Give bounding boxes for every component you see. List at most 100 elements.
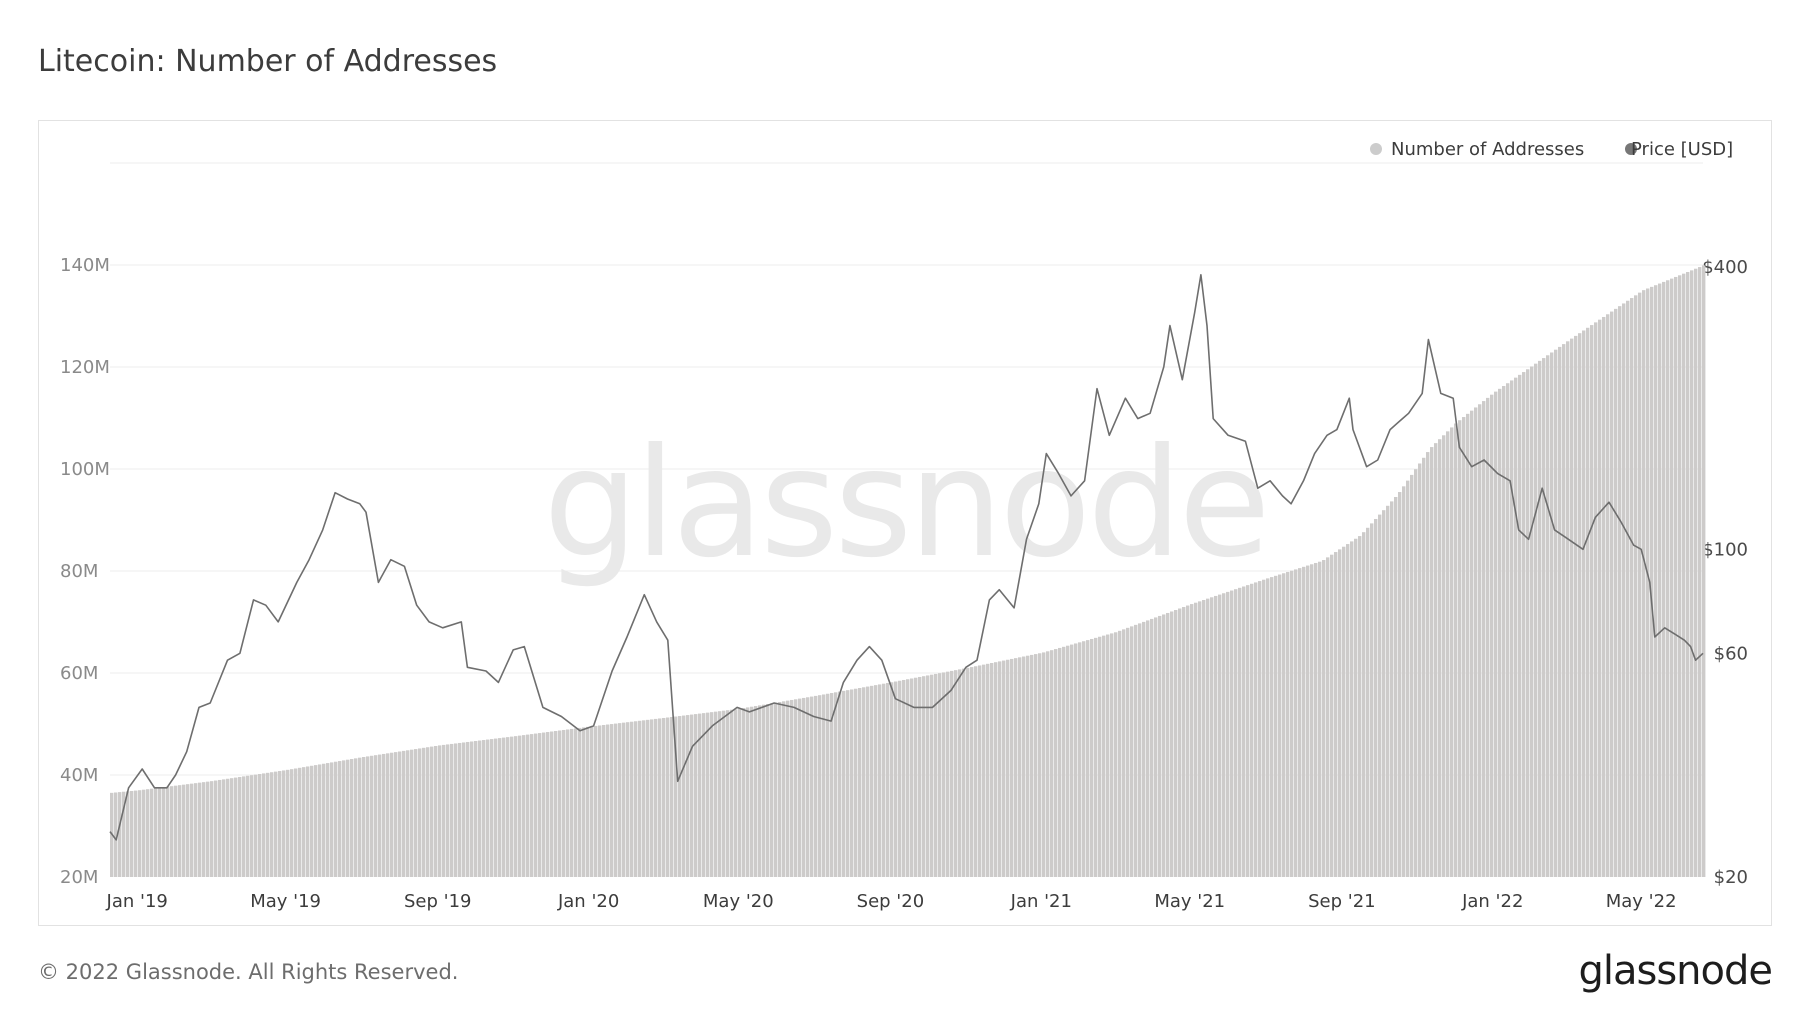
address-bar	[1374, 518, 1378, 877]
address-bar	[746, 707, 750, 877]
address-bar	[1326, 557, 1330, 877]
address-bar	[150, 788, 154, 877]
address-bar	[1122, 629, 1126, 877]
address-bar	[1318, 561, 1322, 877]
y-right-tick-label: $60	[1714, 643, 1748, 664]
address-bar	[1634, 295, 1638, 877]
address-bar	[354, 758, 358, 877]
address-bar	[1390, 501, 1394, 877]
address-bar	[1342, 546, 1346, 877]
legend-label-addresses: Number of Addresses	[1391, 139, 1584, 160]
address-bar	[530, 734, 534, 877]
x-tick-label: May '21	[1154, 891, 1225, 912]
watermark: glassnode	[543, 417, 1266, 591]
address-bar	[1230, 590, 1234, 877]
address-bar	[294, 768, 298, 877]
address-bar	[522, 735, 526, 877]
address-bar	[686, 715, 690, 877]
address-bar	[1278, 574, 1282, 877]
address-bar	[1294, 569, 1298, 877]
address-bar	[866, 686, 870, 877]
address-bar	[586, 726, 590, 877]
address-bar	[1246, 585, 1250, 877]
copyright-text: © 2022 Glassnode. All Rights Reserved.	[38, 960, 459, 984]
address-bar	[926, 675, 930, 877]
address-bar	[1382, 510, 1386, 877]
address-bar	[1090, 638, 1094, 877]
address-bar	[630, 721, 634, 877]
address-bar	[1502, 386, 1506, 877]
address-bar	[470, 741, 474, 877]
address-bar	[430, 746, 434, 877]
address-bar	[1534, 363, 1538, 877]
address-bar	[970, 667, 974, 877]
address-bar	[238, 776, 242, 877]
address-bar	[1066, 645, 1070, 877]
address-bar	[1586, 327, 1590, 877]
address-bar	[374, 755, 378, 877]
address-bar	[1474, 407, 1478, 877]
address-bar	[802, 697, 806, 877]
y-left-tick-label: 40M	[60, 765, 98, 786]
address-bar	[666, 717, 670, 877]
address-bar	[750, 706, 754, 877]
address-bar	[1154, 617, 1158, 877]
address-bar	[554, 730, 558, 877]
address-bar	[1150, 618, 1154, 877]
address-bar	[1454, 423, 1458, 877]
address-bar	[490, 739, 494, 877]
address-bar	[1206, 598, 1210, 877]
x-tick-label: May '22	[1606, 891, 1677, 912]
address-bar	[1334, 552, 1338, 877]
address-bar	[534, 733, 538, 877]
address-bar	[278, 771, 282, 877]
address-bar	[1054, 649, 1058, 877]
address-bar	[774, 702, 778, 877]
address-bar	[1258, 581, 1262, 877]
address-bar	[414, 749, 418, 877]
address-bar	[826, 693, 830, 877]
address-bar	[386, 753, 390, 877]
address-bar	[1702, 265, 1706, 877]
address-bar	[1166, 612, 1170, 877]
address-bar	[398, 751, 402, 877]
address-bar	[1358, 536, 1362, 877]
address-bar	[1146, 620, 1150, 877]
address-bar	[250, 775, 254, 877]
address-bar	[174, 785, 178, 877]
address-bar	[598, 725, 602, 877]
address-bar	[1178, 608, 1182, 877]
address-bar	[158, 787, 162, 877]
address-bar	[310, 765, 314, 877]
address-bar	[162, 787, 166, 877]
address-bar	[118, 792, 122, 877]
address-bar	[938, 673, 942, 877]
address-bar	[362, 757, 366, 877]
address-bar	[1594, 322, 1598, 878]
address-bar	[930, 674, 934, 877]
address-bar	[902, 679, 906, 877]
address-bar	[1174, 609, 1178, 877]
address-bar	[1562, 344, 1566, 878]
address-bar	[710, 712, 714, 877]
address-bar	[862, 687, 866, 877]
address-bar	[874, 685, 878, 877]
address-bar	[1074, 643, 1078, 877]
x-tick-label: Sep '21	[1308, 891, 1376, 912]
address-bar	[1506, 383, 1510, 877]
address-bar	[378, 754, 382, 877]
address-bar	[622, 722, 626, 877]
address-bar	[578, 727, 582, 877]
address-bar	[1466, 413, 1470, 877]
address-bar	[1010, 658, 1014, 877]
address-bar	[406, 750, 410, 877]
address-bar	[1570, 338, 1574, 878]
address-bar	[338, 761, 342, 877]
address-bar	[1282, 573, 1286, 877]
address-bar	[1434, 443, 1438, 877]
address-bar	[1250, 583, 1254, 877]
address-bar	[1290, 570, 1294, 877]
address-bar	[1310, 564, 1314, 877]
address-bar	[402, 750, 406, 877]
address-bar	[690, 714, 694, 877]
